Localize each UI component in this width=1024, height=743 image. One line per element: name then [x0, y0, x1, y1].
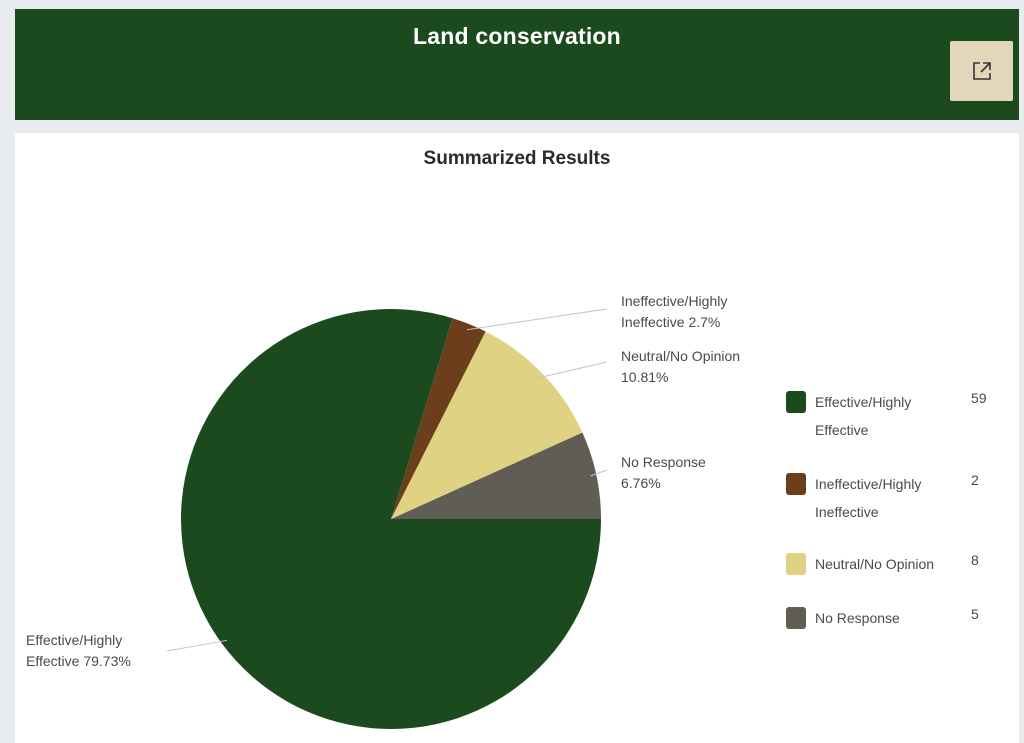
slice-label-effective: Effective/Highly Effective 79.73%: [26, 632, 131, 669]
open-external-button[interactable]: [950, 41, 1013, 101]
legend-value: 8: [971, 552, 979, 568]
legend-label: Ineffective/Highly Ineffective: [815, 476, 922, 520]
chart-panel: Summarized Results Effective/Highly Effe…: [15, 133, 1019, 743]
legend-label: Neutral/No Opinion: [815, 556, 935, 572]
legend-item-ineffective: Ineffective/Highly Ineffective 2: [786, 470, 1006, 526]
legend-swatch: [786, 553, 806, 575]
legend-label: Effective/Highly Effective: [815, 394, 912, 438]
slice-label-neutral: Neutral/No Opinion 10.81%: [621, 348, 741, 385]
legend-label: No Response: [815, 610, 900, 626]
legend-swatch: [786, 473, 806, 495]
leader-line: [166, 639, 228, 652]
leader-line: [538, 361, 608, 379]
leader-line: [466, 308, 608, 331]
legend-item-effective: Effective/Highly Effective 59: [786, 388, 1006, 444]
slice-label-ineffective: Ineffective/Highly Ineffective 2.7%: [621, 293, 728, 330]
legend-value: 5: [971, 606, 979, 622]
legend-swatch: [786, 607, 806, 629]
legend-value: 2: [971, 472, 979, 488]
chart-title: Summarized Results: [423, 148, 611, 169]
slice-label-no-response: No Response 6.76%: [621, 454, 706, 491]
external-link-icon: [972, 62, 991, 80]
slice-ineffective[interactable]: [391, 318, 486, 519]
legend-item-no-response: No Response 5: [786, 604, 1006, 632]
leader-line: [590, 469, 608, 477]
widget-title: Land conservation: [413, 23, 621, 49]
slice-effective[interactable]: [181, 309, 601, 729]
pie-chart: [166, 308, 608, 729]
legend-swatch: [786, 391, 806, 413]
legend-item-neutral: Neutral/No Opinion 8: [786, 550, 1006, 578]
widget-header: Land conservation: [15, 9, 1019, 120]
legend-value: 59: [971, 390, 987, 406]
slice-no-response[interactable]: [391, 432, 601, 519]
slice-neutral[interactable]: [391, 331, 583, 519]
